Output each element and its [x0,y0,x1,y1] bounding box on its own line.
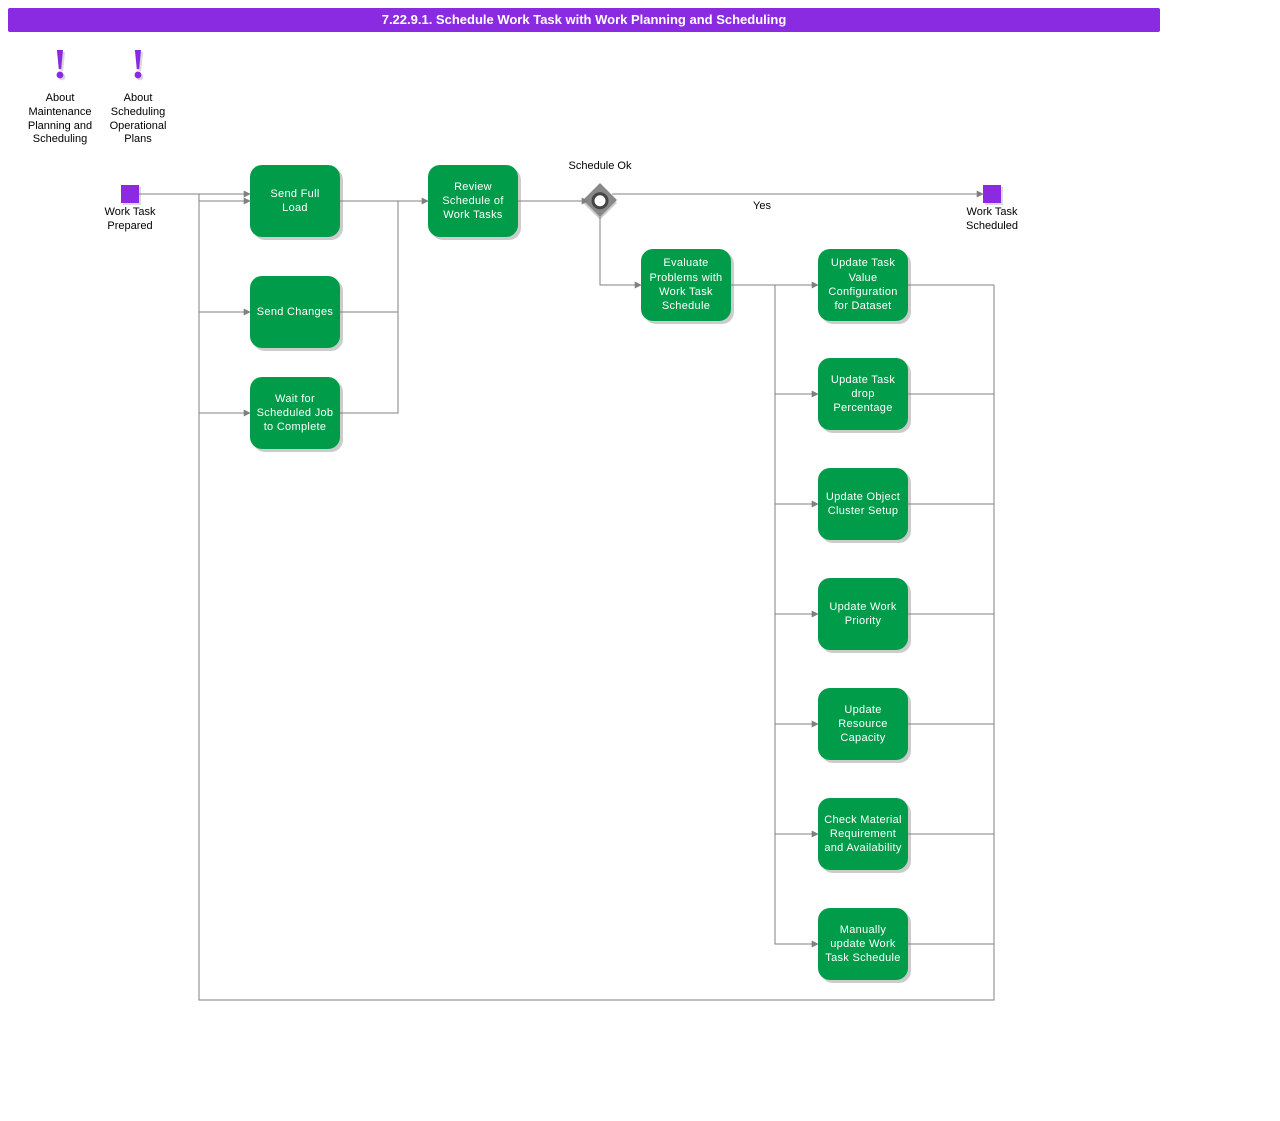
flow-e-fork-full [199,194,250,201]
start-event [121,185,139,203]
flow-e-fan-3 [775,285,818,504]
flow-e-changes-merge [340,201,398,312]
note-operational-plans[interactable]: ! About Scheduling Operational Plans [100,44,176,147]
note-label: About Scheduling Operational Plans [110,92,167,145]
flow-e-fork-wait [199,194,250,413]
task-evaluate-problems[interactable]: Evaluate Problems with Work Task Schedul… [641,249,731,321]
task-manual-update-schedule[interactable]: Manually update Work Task Schedule [818,908,908,980]
exclamation-icon: ! [100,44,176,86]
flow-e-fan-2 [775,285,818,394]
flow-e-fan-6 [775,285,818,834]
gateway-inclusive-icon [592,192,609,209]
flow-e-wait-merge [340,312,398,413]
flow-e-fan-4 [775,285,818,614]
task-wait-scheduled-job[interactable]: Wait for Scheduled Job to Complete [250,377,340,449]
note-maintenance[interactable]: ! About Maintenance Planning and Schedul… [22,44,98,147]
gateway-label: Schedule Ok [565,160,635,174]
flow-e-fan-5 [775,285,818,724]
flow-edges [0,0,1280,1121]
task-update-drop-percentage[interactable]: Update Task drop Percentage [818,358,908,430]
task-update-resource-capacity[interactable]: Update Resource Capacity [818,688,908,760]
task-update-object-cluster[interactable]: Update Object Cluster Setup [818,468,908,540]
task-update-task-value-config[interactable]: Update Task Value Configuration for Data… [818,249,908,321]
end-event [983,185,1001,203]
task-review-schedule[interactable]: Review Schedule of Work Tasks [428,165,518,237]
diagram-title-bar: 7.22.9.1. Schedule Work Task with Work P… [8,8,1160,32]
end-event-label: Work Task Scheduled [952,206,1032,234]
exclamation-icon: ! [22,44,98,86]
flow-e-fork-changes [199,194,250,312]
task-send-changes[interactable]: Send Changes [250,276,340,348]
note-label: About Maintenance Planning and Schedulin… [28,92,92,145]
flow-e-gw-no-eval [600,212,641,285]
start-event-label: Work Task Prepared [90,206,170,234]
task-send-full-load[interactable]: Send Full Load [250,165,340,237]
task-update-work-priority[interactable]: Update Work Priority [818,578,908,650]
flow-e-fan-7 [775,285,818,944]
task-check-material[interactable]: Check Material Requirement and Availabil… [818,798,908,870]
edge-label-yes: Yes [753,200,771,212]
gateway-schedule-ok [583,183,617,217]
diagram-canvas: 7.22.9.1. Schedule Work Task with Work P… [0,0,1280,1121]
